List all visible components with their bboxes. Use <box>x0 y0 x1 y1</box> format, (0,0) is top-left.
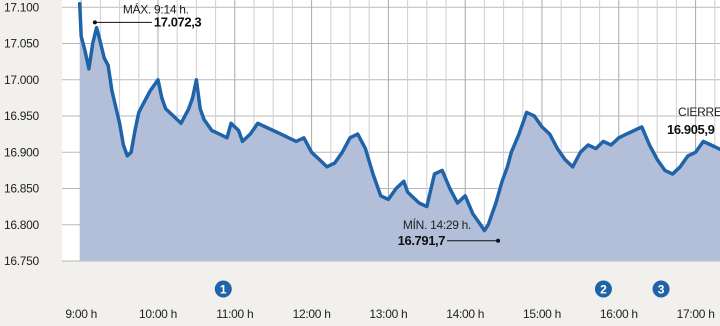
min-dot <box>496 238 501 243</box>
min-label: MÍN. 14:29 h. <box>403 217 471 232</box>
x-tick-label: 14:00 h <box>446 307 484 321</box>
x-tick-label: 17:00 h <box>677 307 715 321</box>
y-tick-label: 16.950 <box>4 109 40 123</box>
event-markers: 1 2 3 <box>214 280 670 298</box>
event-marker: 1 <box>214 280 232 298</box>
max-dot <box>92 20 97 25</box>
price-line <box>77 1 720 233</box>
max-value: 17.072,3 <box>154 14 202 29</box>
y-tick-label: 17.000 <box>4 73 40 87</box>
min-annotation: MÍN. 14:29 h. 16.791,7 <box>398 217 501 248</box>
y-axis: 17.100 17.050 17.000 16.950 16.900 16.850 16.8… <box>4 0 40 268</box>
x-tick-label: 11:00 h <box>216 307 253 321</box>
x-tick-label: 16:00 h <box>600 307 638 321</box>
event-marker-label: 1 <box>220 283 227 297</box>
event-marker-circle <box>214 280 232 298</box>
y-tick-label: 16.750 <box>4 254 40 268</box>
event-marker-circle <box>594 280 612 298</box>
y-tick-label: 17.100 <box>4 0 40 14</box>
price-area <box>79 3 720 261</box>
event-marker-label: 3 <box>658 283 665 297</box>
event-marker: 2 <box>594 280 612 298</box>
y-tick-label: 17.050 <box>4 37 40 51</box>
event-marker: 3 <box>652 280 670 298</box>
max-label: MÁX. 9:14 h. <box>123 1 189 16</box>
x-tick-label: 13:00 h <box>369 307 407 321</box>
y-tick-label: 16.850 <box>4 182 40 196</box>
close-annotation: CIERRE 16.905,9 <box>667 105 720 137</box>
x-axis: 9:00 h 10:00 h 11:00 h 12:00 h 13:00 h 14:00 … <box>65 307 714 321</box>
close-label: CIERRE <box>678 105 720 119</box>
y-tick-label: 16.900 <box>4 145 40 159</box>
y-tick-label: 16.800 <box>4 218 40 232</box>
x-tick-label: 15:00 h <box>523 307 561 321</box>
max-annotation: MÁX. 9:14 h. 17.072,3 <box>92 1 202 29</box>
event-marker-label: 2 <box>600 283 607 297</box>
x-tick-label: 12:00 h <box>293 307 331 321</box>
min-value: 16.791,7 <box>398 233 446 248</box>
event-marker-circle <box>652 280 670 298</box>
x-tick-label: 10:00 h <box>139 307 177 321</box>
close-value: 16.905,9 <box>667 122 715 137</box>
x-tick-label: 9:00 h <box>65 307 97 321</box>
